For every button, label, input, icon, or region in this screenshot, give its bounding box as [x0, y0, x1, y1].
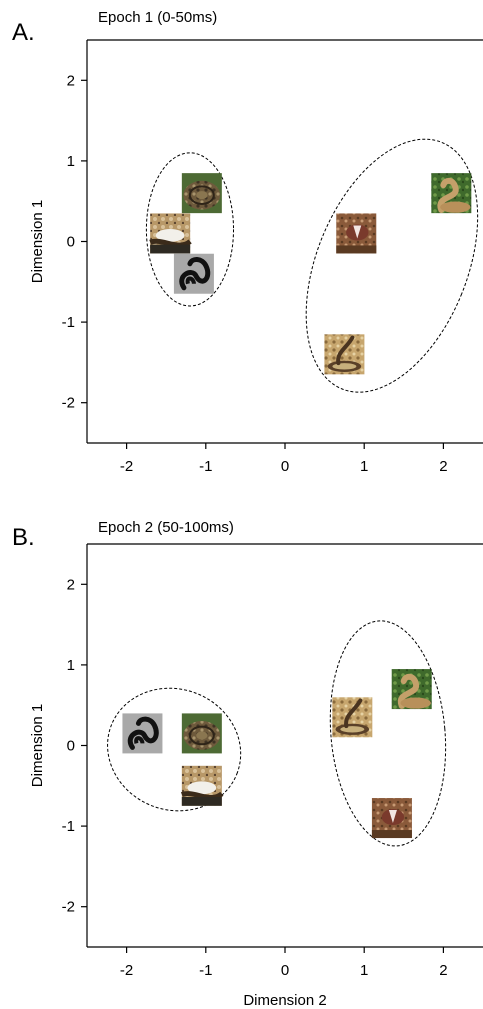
x-tick-label: 2: [439, 962, 447, 979]
black-snake-icon: [122, 713, 163, 754]
snake-on-rock-icon: [149, 213, 192, 254]
snake-in-hand-icon: [336, 213, 377, 254]
y-tick-label: 0: [67, 738, 75, 755]
panel-letter: B.: [12, 524, 35, 551]
rearing-snake-icon: [324, 334, 365, 375]
y-tick-label: 2: [67, 576, 75, 593]
y-tick-label: -1: [62, 818, 75, 835]
y-tick-label: -2: [62, 395, 75, 412]
x-axis-label: Dimension 2: [243, 992, 326, 1009]
panel-letter: A.: [12, 19, 35, 46]
chart-title: Epoch 1 (0-50ms): [98, 9, 217, 26]
x-tick-label: -1: [199, 458, 212, 475]
x-tick-label: 0: [281, 962, 289, 979]
panel-b: B. Epoch 2 (50-100ms) -2 -1 0 1 2 -2 -1 0 1 2 Dimens…: [12, 519, 483, 1009]
rearing-snake-icon: [332, 697, 373, 738]
y-tick-label: 1: [67, 153, 75, 170]
black-snake-icon: [173, 253, 214, 294]
x-tick-label: 0: [281, 458, 289, 475]
x-tick-label: 1: [360, 962, 368, 979]
coiled-snake-icon: [181, 173, 222, 214]
y-tick-label: 0: [67, 234, 75, 251]
cluster-ellipse: [305, 138, 479, 393]
cluster-ellipse: [329, 620, 447, 847]
snake-in-hand-icon: [371, 798, 412, 839]
striking-snake-icon: [391, 669, 432, 710]
y-tick-label: -1: [62, 314, 75, 331]
panel-a: A. Epoch 1 (0-50ms) -2 -1 0 1 2 -2 -1 0 1 2 Dimensio…: [12, 9, 483, 475]
y-tick-label: 2: [67, 72, 75, 89]
snake-on-rock-icon: [180, 765, 224, 806]
cluster-ellipse: [145, 152, 235, 307]
striking-snake-icon: [431, 173, 472, 214]
x-tick-label: -2: [120, 458, 133, 475]
y-axis-label: Dimension 1: [29, 200, 46, 283]
x-tick-label: 1: [360, 458, 368, 475]
y-tick-label: -2: [62, 899, 75, 916]
x-tick-label: -2: [120, 962, 133, 979]
y-tick-label: 1: [67, 657, 75, 674]
chart-title: Epoch 2 (50-100ms): [98, 519, 234, 536]
x-tick-label: -1: [199, 962, 212, 979]
x-tick-label: 2: [439, 458, 447, 475]
coiled-snake-icon: [181, 713, 222, 754]
y-axis-label: Dimension 1: [29, 704, 46, 787]
cluster-ellipse: [107, 687, 242, 812]
